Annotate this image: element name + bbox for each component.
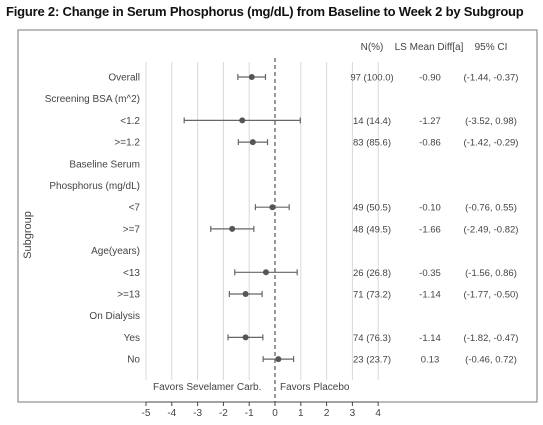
y-axis-label: Subgroup (22, 211, 34, 259)
favors-left-label: Favors Sevelamer Carb. (153, 382, 261, 393)
x-tick-label: -2 (219, 408, 228, 419)
column-header-diff: LS Mean Diff[a] (395, 42, 464, 53)
subgroup-header-label: Age(years) (91, 246, 140, 257)
x-tick-label: -1 (245, 408, 254, 419)
column-header-n: N(%) (361, 42, 384, 53)
ls-mean-diff-value: -0.35 (419, 268, 441, 279)
ci-value: (-1.44, -0.37) (464, 73, 519, 84)
point-estimate (249, 139, 256, 146)
column-header-ci: 95% CI (475, 42, 508, 53)
grid-lines (145, 62, 379, 380)
n-value: 48 (49.5) (353, 224, 391, 235)
subgroup-label: >=13 (117, 290, 140, 301)
point-estimate (262, 269, 269, 276)
x-tick-label: 2 (324, 408, 330, 419)
ci-value: (-0.76, 0.55) (465, 203, 517, 214)
subgroup-header-label: Baseline Serum (69, 159, 140, 170)
n-value: 97 (100.0) (350, 73, 393, 84)
subgroup-label: <7 (129, 203, 141, 214)
subgroup-label: <13 (123, 268, 140, 279)
ls-mean-diff-value: -0.86 (419, 138, 441, 149)
ci-value: (-0.46, 0.72) (465, 355, 517, 366)
point-estimate (275, 356, 282, 363)
subgroup-label: Overall (108, 73, 140, 84)
ls-mean-diff-value: -1.66 (419, 224, 441, 235)
ci-value: (-1.82, -0.47) (464, 333, 519, 344)
subgroup-label: <1.2 (120, 116, 140, 127)
ci-value: (-1.77, -0.50) (464, 290, 519, 301)
x-tick-label: -3 (193, 408, 202, 419)
point-estimate (229, 225, 236, 232)
x-tick-label: 3 (350, 408, 356, 419)
subgroup-header-label: Phosphorus (mg/dL) (49, 181, 140, 192)
ci-value: (-1.56, 0.86) (465, 268, 517, 279)
x-tick-label: 1 (298, 408, 304, 419)
plot-frame (17, 29, 538, 403)
subgroup-label: Yes (124, 333, 140, 344)
ls-mean-diff-value: 0.13 (421, 355, 440, 366)
x-tick-label: 0 (272, 408, 278, 419)
n-value: 49 (50.5) (353, 203, 391, 214)
n-value: 83 (85.6) (353, 138, 391, 149)
ci-value: (-3.52, 0.98) (465, 116, 517, 127)
ci-value: (-2.49, -0.82) (464, 224, 519, 235)
point-estimate (269, 204, 276, 211)
ls-mean-diff-value: -1.14 (419, 333, 441, 344)
subgroup-labels: Overall Screening BSA (m^2) <1.2 >=1.2 Basel… (45, 73, 141, 366)
figure-title: Figure 2: Change in Serum Phosphorus (mg… (6, 4, 524, 19)
subgroup-label: No (127, 355, 140, 366)
ls-mean-diff-value: -0.10 (419, 203, 441, 214)
point-estimate (248, 74, 255, 80)
ls-mean-diff-value: -1.27 (419, 116, 441, 127)
x-tick-label: 4 (375, 408, 381, 419)
subgroup-header-label: On Dialysis (89, 311, 140, 322)
n-value: 14 (14.4) (353, 116, 391, 127)
x-axis: -5 -4 -3 -2 -1 0 1 2 3 4 (142, 401, 381, 419)
x-tick-label: -4 (167, 408, 176, 419)
subgroup-label: >=1.2 (114, 138, 140, 149)
point-estimate (239, 117, 246, 124)
point-estimate (242, 334, 249, 341)
ci-value: (-1.42, -0.29) (464, 138, 519, 149)
n-value: 23 (23.7) (353, 355, 391, 366)
subgroup-header-label: Screening BSA (m^2) (45, 94, 140, 105)
ls-mean-diff-value: -1.14 (419, 290, 441, 301)
point-estimate (242, 291, 249, 297)
confidence-intervals (183, 74, 301, 363)
subgroup-label: >=7 (123, 224, 141, 235)
ls-mean-diff-value: -0.90 (419, 73, 441, 84)
n-value: 26 (26.8) (353, 268, 391, 279)
n-value: 71 (73.2) (353, 290, 391, 301)
stats-table: 97 (100.0) -0.90 (-1.44, -0.37) 14 (14.4) -1… (350, 73, 518, 366)
x-tick-label: -5 (142, 408, 151, 419)
favors-right-label: Favors Placebo (280, 382, 350, 393)
n-value: 74 (76.3) (353, 333, 391, 344)
